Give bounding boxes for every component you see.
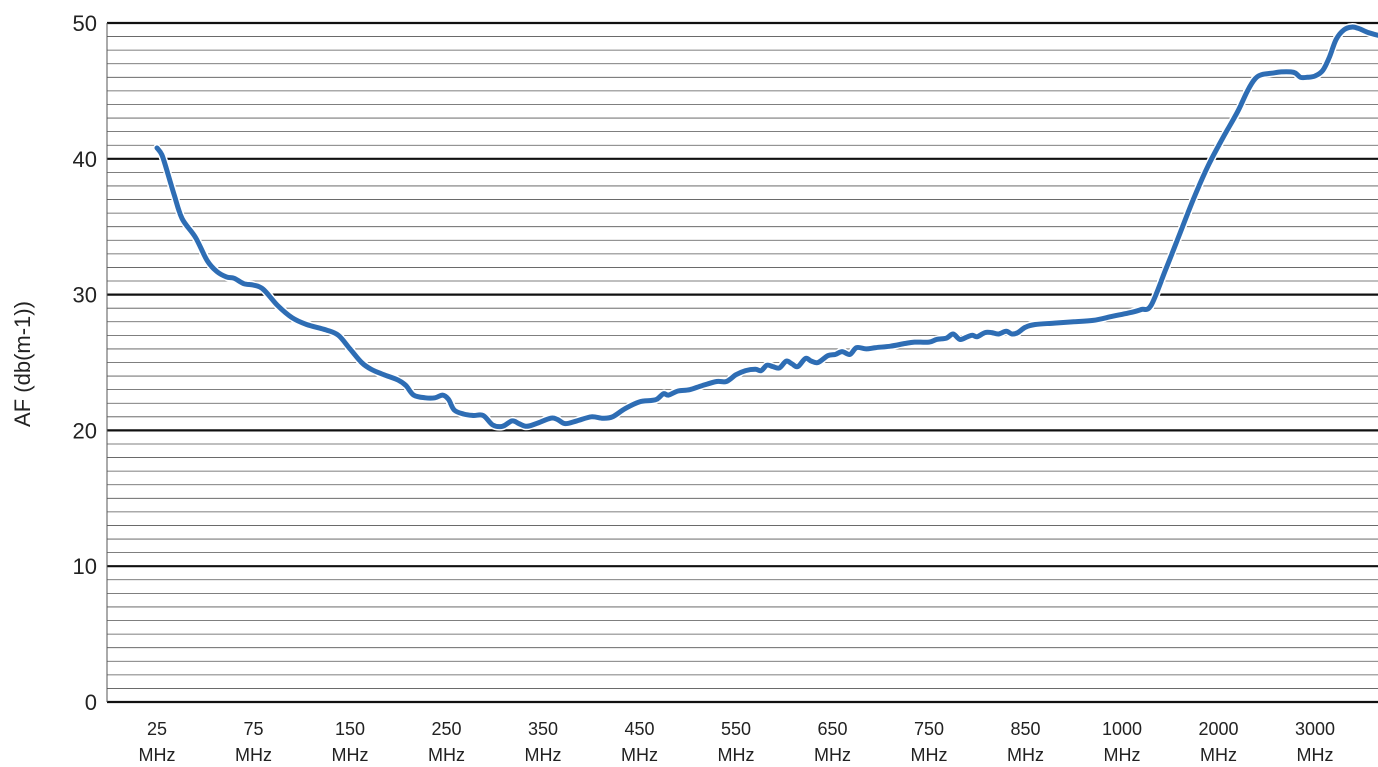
x-tick-label: 350 MHz [525, 719, 562, 765]
x-tick-unit: MHz [332, 745, 369, 765]
x-tick-label: 150 MHz [332, 719, 369, 765]
x-tick-unit: MHz [1104, 745, 1141, 765]
y-tick-label: 10 [73, 554, 97, 579]
x-tick-label: 850 MHz [1007, 719, 1044, 765]
y-tick-label: 0 [85, 690, 97, 715]
x-tick-label: 75 MHz [235, 719, 272, 765]
x-tick-label: 650 MHz [814, 719, 851, 765]
x-tick-unit: MHz [814, 745, 851, 765]
x-tick-unit: MHz [139, 745, 176, 765]
series-line [154, 24, 1378, 430]
x-tick-unit: MHz [1200, 745, 1237, 765]
x-tick-value: 350 [528, 719, 558, 739]
x-tick-value: 750 [914, 719, 944, 739]
y-axis: 0 10 20 30 40 50 [73, 11, 97, 715]
x-tick-value: 150 [335, 719, 365, 739]
x-tick-label: 2000 MHz [1198, 719, 1238, 765]
x-tick-unit: MHz [621, 745, 658, 765]
x-tick-unit: MHz [1007, 745, 1044, 765]
x-tick-value: 3000 [1295, 719, 1335, 739]
x-tick-unit: MHz [428, 745, 465, 765]
y-tick-label: 50 [73, 11, 97, 36]
x-tick-value: 1000 [1102, 719, 1142, 739]
x-tick-label: 25 MHz [139, 719, 176, 765]
plot-grid [106, 21, 1378, 704]
x-tick-value: 650 [817, 719, 847, 739]
x-tick-value: 450 [624, 719, 654, 739]
x-tick-label: 450 MHz [621, 719, 658, 765]
x-tick-label: 550 MHz [718, 719, 755, 765]
y-tick-label: 30 [73, 283, 97, 308]
x-tick-value: 25 [147, 719, 167, 739]
x-tick-unit: MHz [1297, 745, 1334, 765]
x-tick-value: 250 [431, 719, 461, 739]
y-axis-label: AF (db(m-1)) [10, 301, 35, 427]
x-tick-unit: MHz [525, 745, 562, 765]
x-tick-label: 250 MHz [428, 719, 465, 765]
x-tick-label: 1000 MHz [1102, 719, 1142, 765]
y-tick-label: 20 [73, 418, 97, 443]
x-tick-unit: MHz [718, 745, 755, 765]
series-layer [153, 23, 1378, 431]
x-axis: 25 MHz 75 MHz 150 MHz 250 MHz 350 MHz 450 MHz 550 MHz… [139, 719, 1336, 765]
x-tick-unit: MHz [911, 745, 948, 765]
x-tick-label: 3000 MHz [1295, 719, 1335, 765]
y-tick-label: 40 [73, 147, 97, 172]
x-tick-value: 550 [721, 719, 751, 739]
x-tick-value: 2000 [1198, 719, 1238, 739]
x-tick-unit: MHz [235, 745, 272, 765]
x-tick-label: 750 MHz [911, 719, 948, 765]
x-tick-value: 850 [1010, 719, 1040, 739]
x-tick-value: 75 [243, 719, 263, 739]
